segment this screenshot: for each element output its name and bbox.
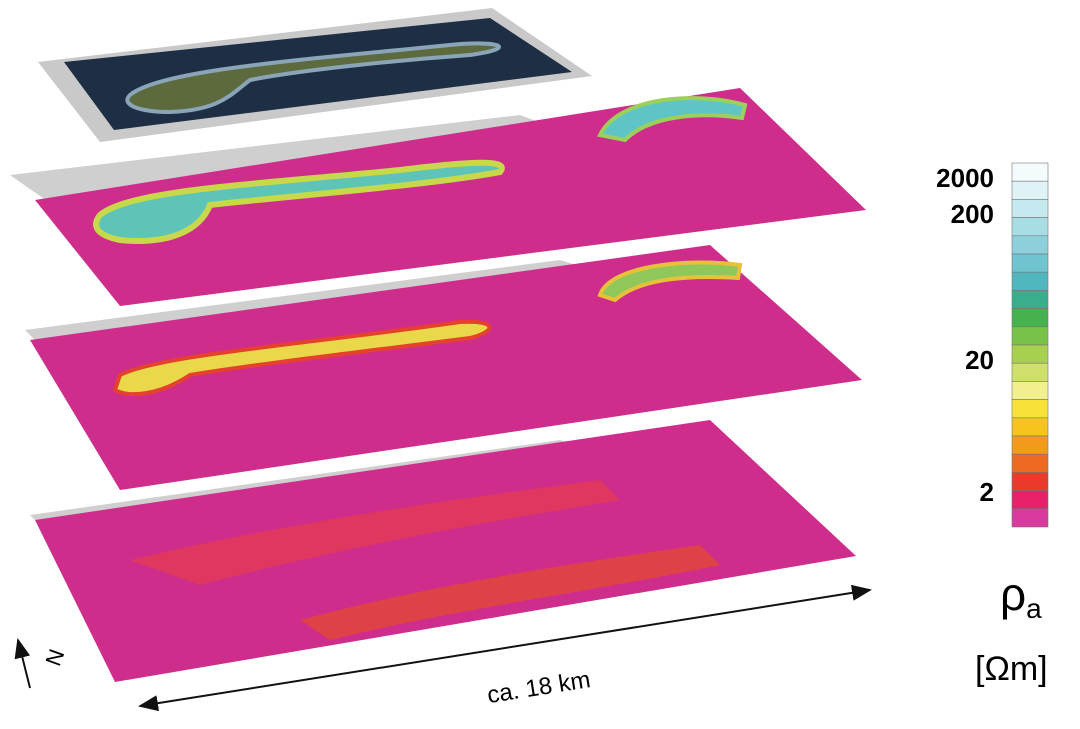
color-swatch [1012,345,1048,363]
north-arrow [18,640,30,688]
color-swatch [1012,454,1048,472]
legend-symbol: ρa [1000,568,1042,624]
color-swatch [1012,472,1048,490]
color-swatch [1012,509,1048,527]
color-swatch [1012,199,1048,217]
color-swatch [1012,272,1048,290]
color-swatch [1012,381,1048,399]
color-swatch [1012,218,1048,236]
color-swatch [1012,254,1048,272]
color-swatch [1012,181,1048,199]
color-swatch [1012,309,1048,327]
color-swatch [1012,363,1048,381]
color-swatch [1012,327,1048,345]
colorbar: 2000 200 20 2 [936,163,1048,527]
color-swatch [1012,418,1048,436]
figure: ca. 18 km N 2000 200 20 2 ρa [Ωm] [0,0,1080,729]
north-label: N [40,646,69,669]
scale-label: ca. 18 km [485,666,592,709]
color-swatch [1012,290,1048,308]
color-swatch [1012,400,1048,418]
color-swatch [1012,436,1048,454]
colorbar-tick-label: 20 [965,345,994,375]
color-swatch [1012,236,1048,254]
color-swatch [1012,491,1048,509]
colorbar-tick-label: 2000 [936,163,994,193]
legend-unit: [Ωm] [975,650,1048,688]
colorbar-tick-label: 2 [980,477,994,507]
color-swatch [1012,163,1048,181]
colorbar-tick-label: 200 [951,199,994,229]
